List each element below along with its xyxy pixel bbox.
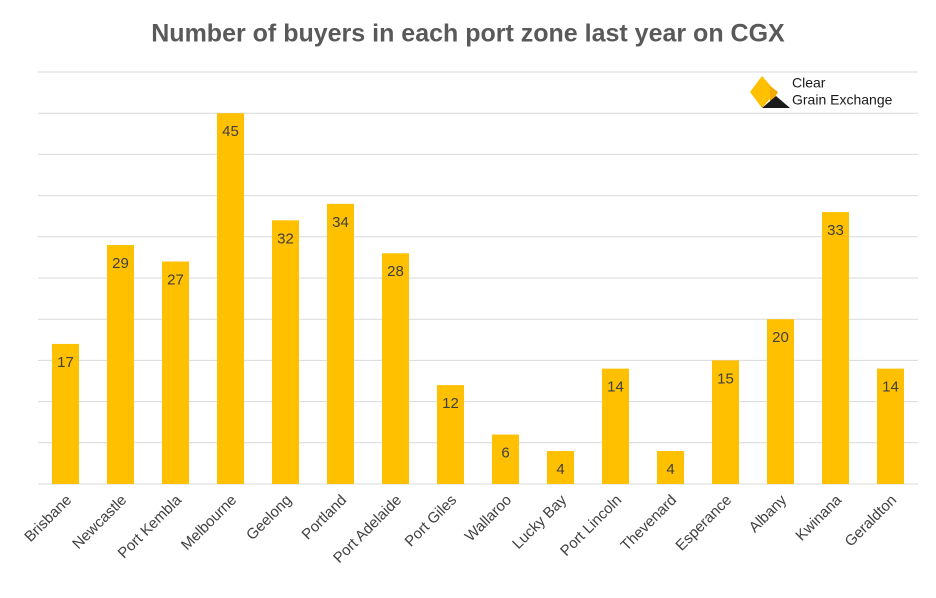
data-label: 12: [442, 395, 459, 412]
data-label: 20: [772, 329, 789, 346]
bar: [217, 113, 244, 484]
x-tick-label: Thevenard: [617, 492, 680, 555]
data-label: 45: [222, 123, 239, 140]
data-label: 4: [556, 461, 564, 478]
data-label: 4: [666, 461, 674, 478]
logo-text: Clear: [792, 75, 826, 91]
data-label: 14: [882, 379, 899, 396]
bar: [877, 368, 904, 484]
data-label: 6: [501, 445, 509, 462]
bar: [162, 261, 189, 484]
logo-mark: [762, 96, 790, 108]
x-tick-label: Portland: [299, 492, 351, 544]
bar: [52, 343, 79, 484]
bar: [437, 385, 464, 484]
bar: [107, 245, 134, 484]
data-label: 28: [387, 263, 404, 280]
x-tick-label: Geraldton: [842, 492, 901, 551]
x-tick-label: Esperance: [672, 492, 735, 555]
bar: [822, 212, 849, 484]
data-label: 32: [277, 230, 294, 247]
bar: [712, 360, 739, 484]
data-label: 29: [112, 255, 129, 272]
data-label: 33: [827, 222, 844, 239]
x-tick-label: Brisbane: [21, 492, 75, 546]
chart-title: Number of buyers in each port zone last …: [151, 20, 785, 48]
data-label: 15: [717, 370, 734, 387]
x-tick-label: Kwinana: [792, 491, 845, 544]
logo: Clear Grain Exchange: [750, 75, 893, 108]
x-tick-label: Wallaroo: [462, 492, 515, 545]
bar: [602, 368, 629, 484]
x-tick-label: Albany: [746, 491, 791, 536]
bar: [272, 220, 299, 484]
logo-mark: [750, 76, 776, 108]
x-tick-label: Port Giles: [402, 492, 461, 551]
data-label: 34: [332, 214, 349, 231]
bar: [547, 451, 574, 484]
bar: [657, 451, 684, 484]
data-label: 14: [607, 379, 624, 396]
x-tick-label: Geelong: [243, 492, 295, 544]
data-label: 27: [167, 271, 184, 288]
data-label: 17: [57, 354, 74, 371]
x-tick-label: Melbourne: [178, 492, 240, 554]
bar: [382, 253, 409, 484]
bar: [492, 434, 519, 484]
logo-text: Grain Exchange: [792, 92, 893, 108]
bar: [327, 203, 354, 484]
bar: [767, 319, 794, 484]
